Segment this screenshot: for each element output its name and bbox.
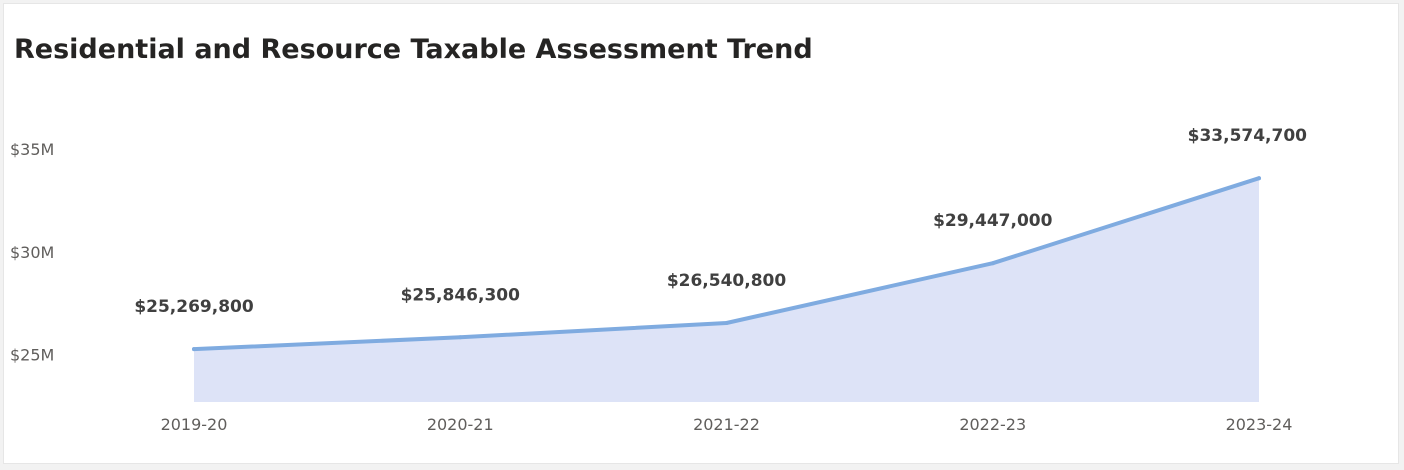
y-tick-label: $35M: [10, 140, 54, 159]
y-tick-label: $25M: [10, 346, 54, 365]
data-point-2021-22: [724, 321, 729, 325]
x-tick-label: 2023-24: [1226, 415, 1293, 434]
data-label: $26,540,800: [667, 271, 787, 291]
chart-title: Residential and Resource Taxable Assessm…: [14, 34, 813, 65]
data-point-2020-21: [458, 335, 463, 340]
area-fill: [194, 178, 1259, 402]
x-tick-label: 2021-22: [693, 415, 760, 434]
data-point-2019-20: [192, 347, 196, 352]
x-tick-label: 2019-20: [161, 415, 228, 434]
x-tick-label: 2020-21: [427, 415, 494, 434]
data-label: $29,447,000: [933, 211, 1053, 231]
x-tick-label: 2022-23: [959, 415, 1026, 434]
data-point-2023-24: [1257, 176, 1261, 181]
data-label: $25,846,300: [401, 285, 521, 305]
y-tick-label: $30M: [10, 243, 54, 262]
data-label: $25,269,800: [134, 297, 254, 317]
data-point-2022-23: [990, 261, 995, 266]
data-label: $33,574,700: [1188, 126, 1308, 146]
